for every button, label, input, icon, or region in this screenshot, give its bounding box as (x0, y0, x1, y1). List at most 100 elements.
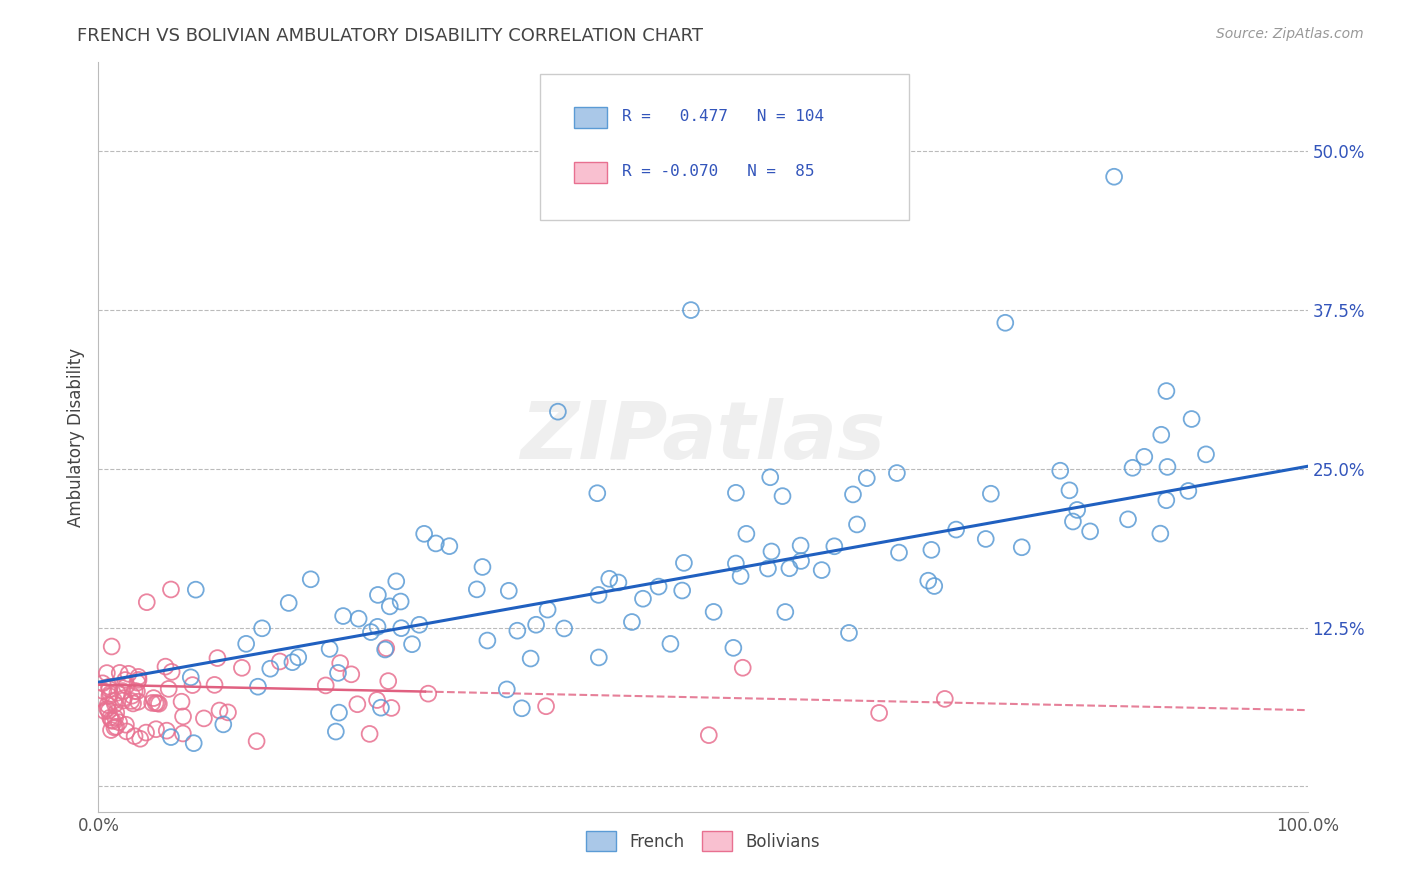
Point (756, 561, 779, 575)
Point (385, 574, 408, 589)
Point (193, 711, 215, 725)
Point (183, 736, 205, 750)
Point (359, 727, 381, 741)
Point (945, 523, 967, 537)
Point (108, 715, 131, 730)
Point (790, 554, 813, 568)
Point (810, 563, 832, 577)
Point (586, 486, 609, 500)
Point (326, 665, 349, 680)
Point (647, 580, 669, 594)
Point (114, 673, 136, 687)
Point (160, 665, 183, 679)
Point (759, 470, 782, 484)
Point (1116, 512, 1139, 526)
Point (471, 560, 494, 574)
Point (620, 615, 643, 629)
Point (325, 724, 347, 739)
Point (96, 702, 118, 716)
Point (735, 526, 758, 541)
Point (100, 723, 122, 737)
Point (868, 706, 890, 720)
Point (631, 591, 654, 606)
Point (347, 612, 370, 626)
FancyBboxPatch shape (540, 74, 908, 219)
Point (672, 556, 695, 570)
Point (98, 687, 121, 701)
Point (100, 713, 122, 727)
Point (146, 696, 169, 710)
Point (1049, 464, 1071, 478)
Point (1062, 515, 1084, 529)
Point (671, 583, 693, 598)
Point (231, 661, 253, 675)
Point (97, 704, 120, 718)
Point (855, 471, 877, 485)
Point (378, 599, 401, 614)
Point (1066, 503, 1088, 517)
Point (731, 661, 754, 675)
Point (127, 670, 149, 684)
Text: R =   0.477   N = 104: R = 0.477 N = 104 (621, 109, 824, 124)
Point (207, 651, 229, 665)
Point (778, 561, 800, 575)
Point (180, 670, 202, 684)
Point (172, 726, 194, 740)
Point (93, 704, 115, 718)
Point (246, 680, 269, 694)
Point (235, 637, 257, 651)
Point (287, 650, 309, 665)
Point (250, 621, 273, 635)
Point (329, 656, 352, 670)
Point (170, 695, 193, 709)
Point (724, 557, 747, 571)
Point (127, 675, 149, 690)
Point (91, 676, 114, 690)
Y-axis label: Ambulatory Disability: Ambulatory Disability (66, 348, 84, 526)
Point (823, 539, 845, 553)
Point (922, 579, 945, 593)
Point (299, 572, 322, 586)
Point (370, 700, 392, 714)
Point (108, 665, 131, 680)
Point (389, 621, 412, 635)
Point (157, 681, 180, 696)
Point (1156, 459, 1178, 474)
Point (934, 692, 956, 706)
Point (105, 720, 128, 734)
Point (366, 693, 388, 707)
Point (679, 303, 702, 318)
Point (184, 582, 207, 597)
Point (724, 485, 747, 500)
Point (145, 722, 167, 736)
Point (1059, 483, 1081, 498)
Point (1133, 450, 1156, 464)
Point (886, 466, 908, 480)
Point (269, 655, 291, 669)
Point (328, 706, 350, 720)
Point (156, 723, 179, 738)
Point (100, 640, 122, 654)
Point (104, 711, 127, 725)
Point (98, 682, 121, 697)
Point (115, 679, 138, 693)
Point (439, 539, 461, 553)
Point (377, 674, 399, 689)
Point (920, 542, 942, 557)
Point (1195, 447, 1218, 461)
Text: R = -0.070   N =  85: R = -0.070 N = 85 (621, 164, 814, 179)
Point (115, 717, 138, 731)
Point (135, 595, 157, 609)
Point (1181, 412, 1204, 426)
Point (160, 582, 183, 597)
Point (1121, 460, 1143, 475)
Point (974, 532, 997, 546)
Point (259, 662, 281, 676)
Point (124, 684, 146, 698)
Point (465, 582, 488, 597)
Point (122, 697, 145, 711)
Point (128, 673, 150, 687)
Point (120, 694, 142, 708)
Point (121, 689, 143, 703)
Point (887, 545, 910, 559)
